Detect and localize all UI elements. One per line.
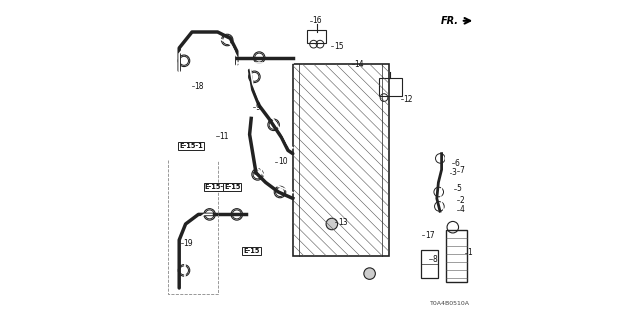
Text: T0A4B0510A: T0A4B0510A [430, 300, 470, 306]
Text: 6: 6 [454, 159, 460, 168]
Text: 7: 7 [460, 166, 464, 175]
Circle shape [364, 268, 375, 279]
Text: 11: 11 [219, 132, 228, 140]
Text: E-15-1: E-15-1 [179, 143, 203, 148]
Text: FR.: FR. [441, 16, 460, 26]
Text: 18: 18 [195, 82, 204, 91]
Circle shape [326, 218, 338, 230]
Text: 14: 14 [355, 60, 364, 68]
Bar [380, 78, 402, 96]
Text: E-15-1: E-15-1 [205, 184, 228, 190]
Text: 13: 13 [338, 218, 348, 227]
Text: 12: 12 [403, 95, 413, 104]
Bar [292, 64, 388, 256]
Text: 1: 1 [467, 248, 472, 257]
Text: 19: 19 [184, 239, 193, 248]
Text: 15: 15 [334, 42, 344, 51]
Text: 16: 16 [312, 16, 322, 25]
Text: 9: 9 [255, 103, 260, 112]
Text: E-15: E-15 [243, 248, 260, 254]
Bar [421, 250, 438, 278]
Text: 17: 17 [425, 231, 435, 240]
Text: E-15: E-15 [224, 184, 241, 190]
Text: 10: 10 [278, 157, 287, 166]
Text: 4: 4 [460, 205, 464, 214]
Text: 2: 2 [460, 196, 464, 204]
Bar [307, 30, 326, 43]
Text: 8: 8 [433, 255, 437, 264]
Text: 5: 5 [457, 184, 461, 193]
Text: 3: 3 [452, 168, 457, 177]
Bar [447, 230, 467, 282]
